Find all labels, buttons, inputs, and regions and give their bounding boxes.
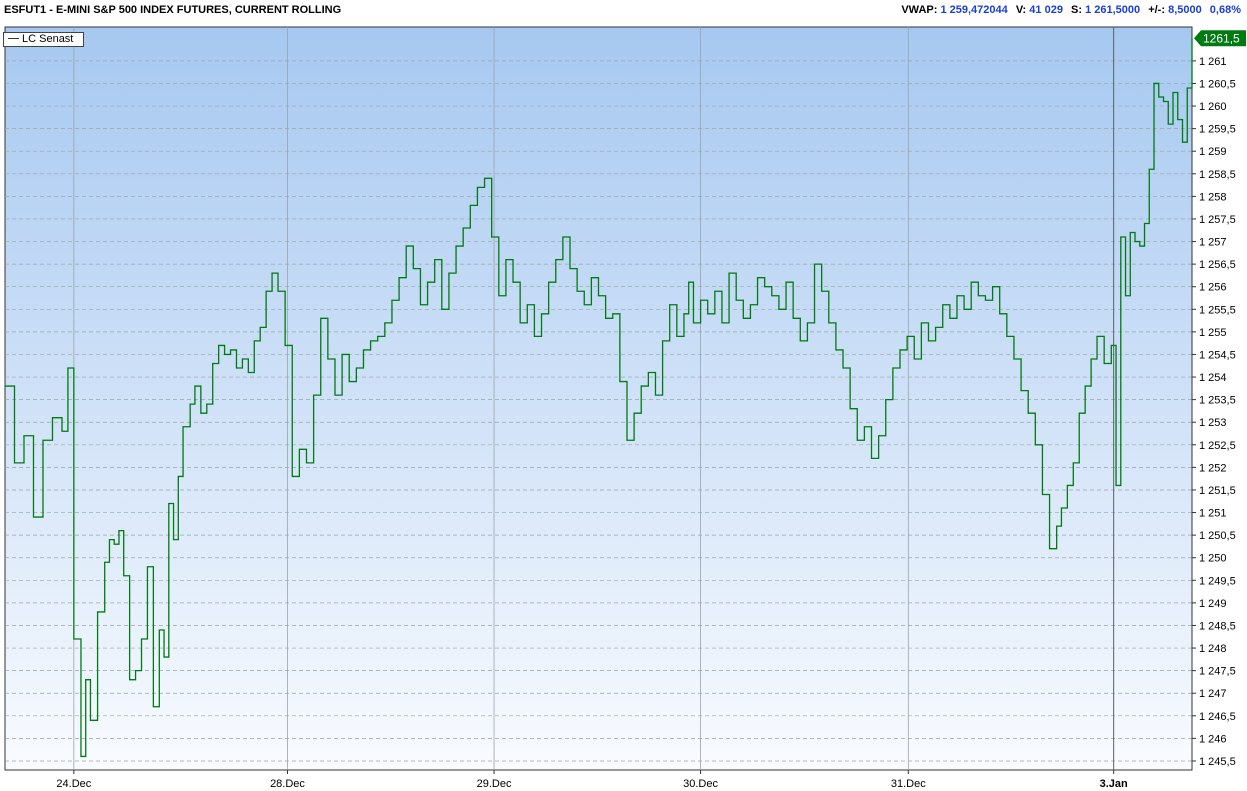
y-tick-label: 1 249,5 [1199,575,1236,587]
legend-swatch [8,37,19,39]
y-tick-label: 1 260,5 [1199,78,1236,90]
y-tick-label: 1 247,5 [1199,666,1236,678]
y-tick-label: 1 248,5 [1199,620,1236,632]
y-tick-label: 1 250,5 [1199,530,1236,542]
x-tick-label: 29.Dec [477,778,512,790]
y-tick-label: 1 250 [1199,553,1227,565]
horizontal-gridlines [5,60,1192,762]
y-tick-label: 1 246 [1199,733,1227,745]
last-value: 1 261,5000 [1085,4,1141,16]
last-price-tag: 1261,5 [1194,30,1246,47]
y-tick-label: 1 259,5 [1199,124,1236,136]
vertical-gridlines [73,27,1115,770]
change-value: 8,5000 [1168,4,1202,16]
y-tick-label: 1 257 [1199,237,1227,249]
change-label: +/-: [1148,4,1166,16]
price-series-line [5,38,1193,758]
y-tick-label: 1 253,5 [1199,395,1236,407]
y-tick-label: 1 254 [1199,372,1227,384]
y-tick-label: 1 249 [1199,598,1227,610]
x-tick-label: 28.Dec [270,778,305,790]
last-label: S: [1071,4,1083,16]
y-tick-label: 1 256 [1199,282,1227,294]
x-tick-label: 24.Dec [56,778,91,790]
y-tick-label: 1 251,5 [1199,485,1236,497]
y-axis: 1 245,5 1 246 1 246,5 1 247 1 247,5 1 248 1 24… [1191,27,1236,770]
y-tick-label: 1 258 [1199,191,1227,203]
y-tick-label: 1 256,5 [1199,259,1236,271]
y-tick-label: 1 255 [1199,327,1227,339]
y-tick-label: 1 253 [1199,417,1227,429]
x-tick-label: 31.Dec [891,778,926,790]
x-tick-label: 3.Jan [1100,778,1128,790]
vwap-label: VWAP: [901,4,938,16]
series-legend: LC Senast [3,32,84,47]
x-axis: 24.Dec 28.Dec 29.Dec 30.Dec 31.Dec 3.Jan [56,770,1128,790]
change-percent: 0,68% [1209,4,1241,16]
chart-header: ESFUT1 - E-MINI S&P 500 INDEX FUTURES, C… [0,0,1247,22]
y-tick-label: 1 257,5 [1199,214,1236,226]
last-price-tag-text: 1261,5 [1203,31,1240,45]
x-tick-label: 30.Dec [683,778,718,790]
y-tick-label: 1 254,5 [1199,349,1236,361]
y-tick-label: 1 252 [1199,462,1227,474]
vwap-value: 1 259,472044 [940,4,1008,16]
y-tick-label: 1 258,5 [1199,169,1236,181]
y-tick-label: 1 261 [1199,56,1227,68]
y-tick-label: 1 251 [1199,508,1227,520]
y-tick-label: 1 246,5 [1199,711,1236,723]
y-tick-label: 1 248 [1199,643,1227,655]
chart-title: ESFUT1 - E-MINI S&P 500 INDEX FUTURES, C… [4,4,342,16]
y-tick-label: 1 245,5 [1199,756,1236,768]
y-tick-label: 1 252,5 [1199,440,1236,452]
last-price-tag-shape [1194,30,1246,47]
y-tick-label: 1 247 [1199,688,1227,700]
volume-value: 41 029 [1029,4,1063,16]
plot-area[interactable] [4,26,1193,771]
y-tick-label: 1 255,5 [1199,304,1236,316]
y-tick-label: 1 259 [1199,146,1227,158]
quote-stats: VWAP: 1 259,472044 V: 41 029 S: 1 261,50… [901,4,1241,16]
volume-label: V: [1015,4,1027,16]
legend-label: LC Senast [22,33,74,45]
y-tick-label: 1 260 [1199,101,1227,113]
